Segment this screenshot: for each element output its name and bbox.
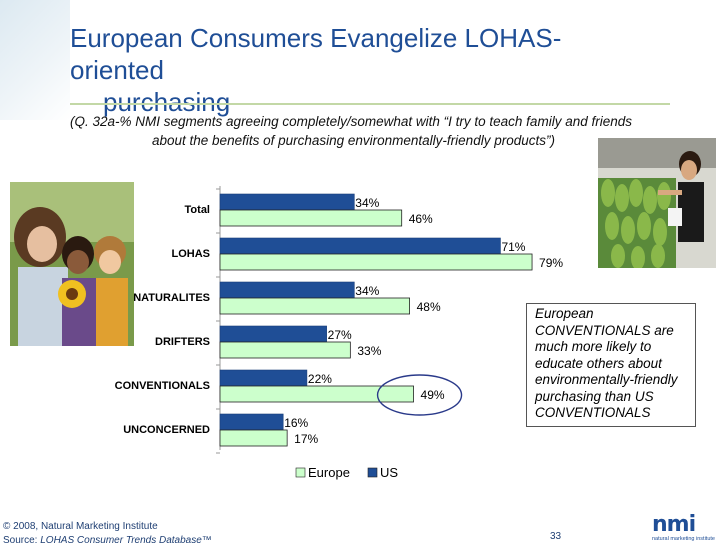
bar-us-total xyxy=(219,193,355,211)
category-label-conventionals: CONVENTIONALS xyxy=(115,380,210,392)
value-label-us-unconcerned: 16% xyxy=(284,416,308,430)
source-name: LOHAS Consumer Trends Database™ xyxy=(40,535,212,546)
value-label-us-naturalites: 34% xyxy=(355,284,379,298)
vegetable-market-photo xyxy=(598,138,716,268)
value-label-us-lohas: 71% xyxy=(501,240,525,254)
bar-europe-conventionals xyxy=(219,385,414,403)
bar-us-unconcerned xyxy=(219,413,284,431)
title-line-2: purchasing xyxy=(103,87,231,117)
category-label-lohas: LOHAS xyxy=(172,248,211,260)
source-line: Source: LOHAS Consumer Trends Database™ xyxy=(3,534,212,548)
bar-europe-naturalites xyxy=(219,297,411,315)
highlight-circle xyxy=(376,374,463,416)
bar-chart: Total 34% 46% LOHAS 71% 79% NATURALITES 34% 48% D… xyxy=(115,186,563,480)
category-label-naturalites: NATURALITES xyxy=(133,292,210,304)
value-label-europe-total: 46% xyxy=(409,212,433,226)
subtitle-line-2: about the benefits of purchasing environ… xyxy=(152,133,555,148)
page-title: European Consumers Evangelize LOHAS-orie… xyxy=(70,22,630,118)
bar-europe-total xyxy=(219,209,403,227)
value-label-us-conventionals: 22% xyxy=(308,372,332,386)
logo-wordmark: nmi xyxy=(652,512,696,537)
family-sunflower-photo xyxy=(10,182,134,346)
subtitle-line-1: (Q. 32a-% NMI segments agreeing complete… xyxy=(70,114,632,129)
legend-label-europe: Europe xyxy=(308,465,350,480)
value-label-europe-unconcerned: 17% xyxy=(294,432,318,446)
value-label-europe-conventionals: 49% xyxy=(421,388,445,402)
bar-us-naturalites xyxy=(219,281,355,299)
bar-us-lohas xyxy=(219,237,501,255)
legend-swatch-us xyxy=(367,467,378,478)
bar-us-drifters xyxy=(219,325,327,343)
category-label-unconcerned: UNCONCERNED xyxy=(123,424,210,436)
title-line-1: European Consumers Evangelize LOHAS-orie… xyxy=(70,23,562,85)
bar-europe-lohas xyxy=(219,253,533,271)
legend-swatch-europe xyxy=(295,467,306,478)
page-number: 33 xyxy=(550,531,562,542)
title-divider xyxy=(70,103,670,105)
legend-label-us: US xyxy=(380,465,398,480)
category-label-total: Total xyxy=(185,204,210,216)
source-prefix: Source: xyxy=(3,535,41,546)
bar-europe-drifters xyxy=(219,341,351,359)
value-label-europe-drifters: 33% xyxy=(357,344,381,358)
copyright-text: © 2008, Natural Marketing Institute xyxy=(3,521,158,532)
header-band xyxy=(0,0,70,120)
callout-box: European CONVENTIONALS are much more lik… xyxy=(526,303,696,427)
category-label-drifters: DRIFTERS xyxy=(155,336,210,348)
value-label-us-total: 34% xyxy=(355,196,379,210)
nmi-logo: nmi natural marketing institute xyxy=(652,512,722,544)
logo-tagline: natural marketing institute xyxy=(652,536,715,542)
chart-subtitle: (Q. 32a-% NMI segments agreeing complete… xyxy=(70,112,670,150)
value-label-europe-lohas: 79% xyxy=(539,256,563,270)
value-label-us-drifters: 27% xyxy=(328,328,352,342)
bar-europe-unconcerned xyxy=(219,429,288,447)
value-label-europe-naturalites: 48% xyxy=(417,300,441,314)
footer: © 2008, Natural Marketing Institute Sour… xyxy=(3,520,212,548)
bar-us-conventionals xyxy=(219,369,308,387)
